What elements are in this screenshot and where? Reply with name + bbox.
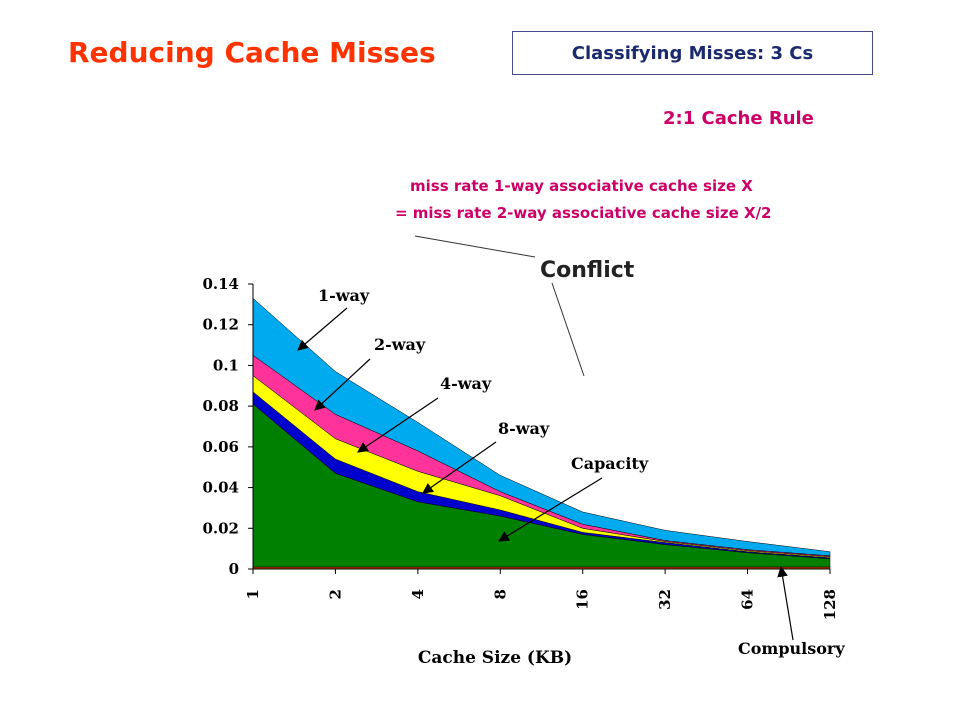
x-tick-label: 2 (326, 589, 344, 599)
connector-rule-to-conflict (414, 235, 536, 258)
label-2-way: 2-way (374, 335, 426, 354)
y-tick-label: 0.02 (202, 519, 239, 537)
y-tick-label: 0.06 (202, 438, 239, 456)
y-tick-label: 0 (229, 560, 239, 578)
conflict-connectors (414, 235, 585, 377)
y-tick-label: 0.08 (202, 397, 239, 415)
y-tick-label: 0.04 (202, 479, 239, 497)
label-compulsory: Compulsory (738, 639, 845, 658)
x-axis-label: Cache Size (KB) (418, 648, 572, 668)
arrow-4-way (357, 397, 439, 453)
y-axis-ticks: 0 0.02 0.04 0.06 0.08 0.1 0.12 0.14 (202, 275, 253, 578)
rule-title: 2:1 Cache Rule (663, 108, 814, 129)
arrow-8-way (422, 441, 497, 494)
rule-line-1: miss rate 1-way associative cache size X (410, 177, 753, 195)
label-8-way: 8-way (498, 419, 550, 438)
y-tick-label: 0.14 (202, 275, 239, 293)
x-axis-ticks: 1 2 4 8 16 32 64 128 (244, 569, 839, 620)
rule-line-2: = miss rate 2-way associative cache size… (395, 204, 772, 222)
x-tick-label: 16 (574, 589, 592, 610)
x-tick-label: 32 (656, 589, 674, 610)
x-tick-label: 1 (244, 589, 262, 599)
x-tick-label: 128 (821, 589, 839, 620)
label-1-way: 1-way (318, 286, 370, 305)
arrow-capacity (498, 477, 603, 542)
label-4-way: 4-way (440, 374, 492, 393)
arrow-2-way (314, 358, 371, 411)
annotation-arrows (297, 307, 794, 641)
arrow-1-way (297, 307, 348, 351)
x-tick-label: 4 (409, 589, 427, 599)
subtitle-text: Classifying Misses: 3 Cs (571, 42, 814, 64)
label-conflict: Conflict (540, 258, 635, 283)
x-tick-label: 8 (491, 589, 509, 599)
connector-conflict-to-chart (551, 282, 585, 377)
subtitle-box: Classifying Misses: 3 Cs (512, 31, 873, 75)
x-tick-label: 64 (739, 589, 757, 610)
slide-title: Reducing Cache Misses (68, 36, 436, 69)
arrow-compulsory (777, 565, 794, 641)
label-capacity: Capacity (571, 454, 649, 473)
y-tick-label: 0.1 (213, 356, 239, 374)
y-tick-label: 0.12 (202, 316, 239, 334)
chart-axes (252, 284, 830, 570)
